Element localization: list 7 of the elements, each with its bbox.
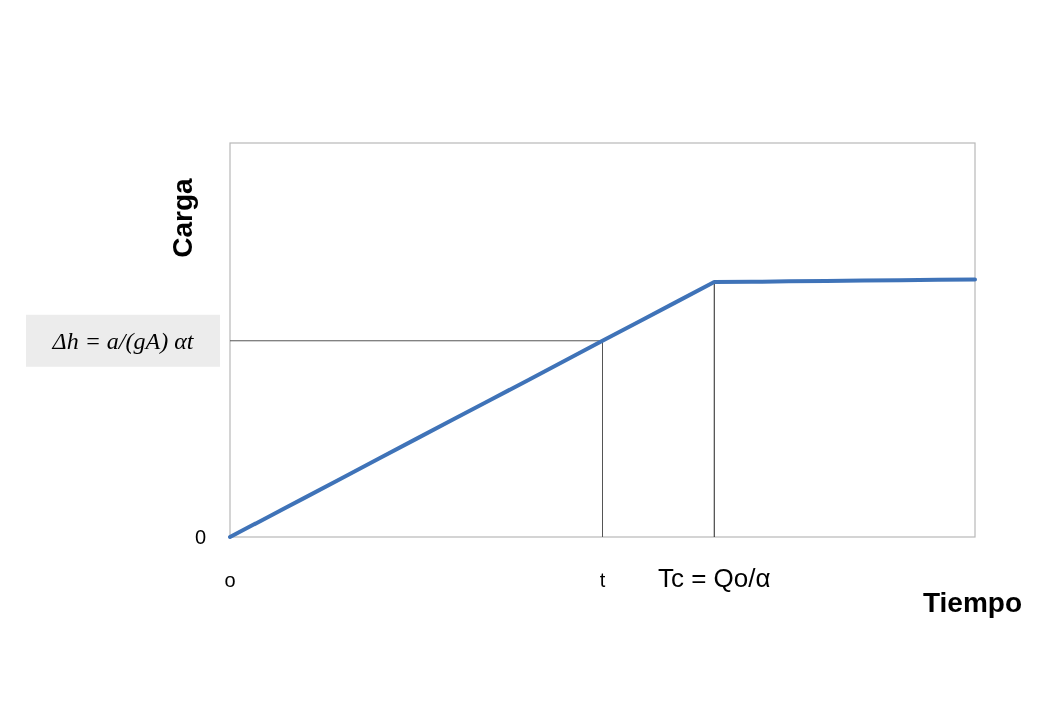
x-axis-title: Tiempo [922, 587, 1022, 618]
x-tick-label: Tc = Qo/α [657, 563, 771, 593]
y-axis-title: Carga [167, 177, 198, 258]
text: 0 [195, 526, 207, 548]
x-tick-label: t [599, 569, 606, 591]
x-tick-label: o [224, 569, 236, 591]
ref-line-label: Δh = a/(gA) αt [51, 328, 195, 355]
